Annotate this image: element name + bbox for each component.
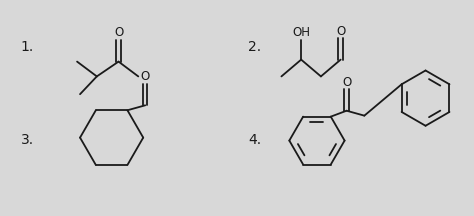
Text: 2.: 2. bbox=[248, 40, 261, 54]
Text: OH: OH bbox=[292, 27, 310, 40]
Text: O: O bbox=[141, 70, 150, 83]
Text: 3.: 3. bbox=[21, 133, 34, 147]
Text: O: O bbox=[342, 76, 351, 89]
Text: 4.: 4. bbox=[248, 133, 261, 147]
Text: O: O bbox=[114, 27, 123, 40]
Text: O: O bbox=[336, 24, 345, 38]
Text: 1.: 1. bbox=[21, 40, 34, 54]
